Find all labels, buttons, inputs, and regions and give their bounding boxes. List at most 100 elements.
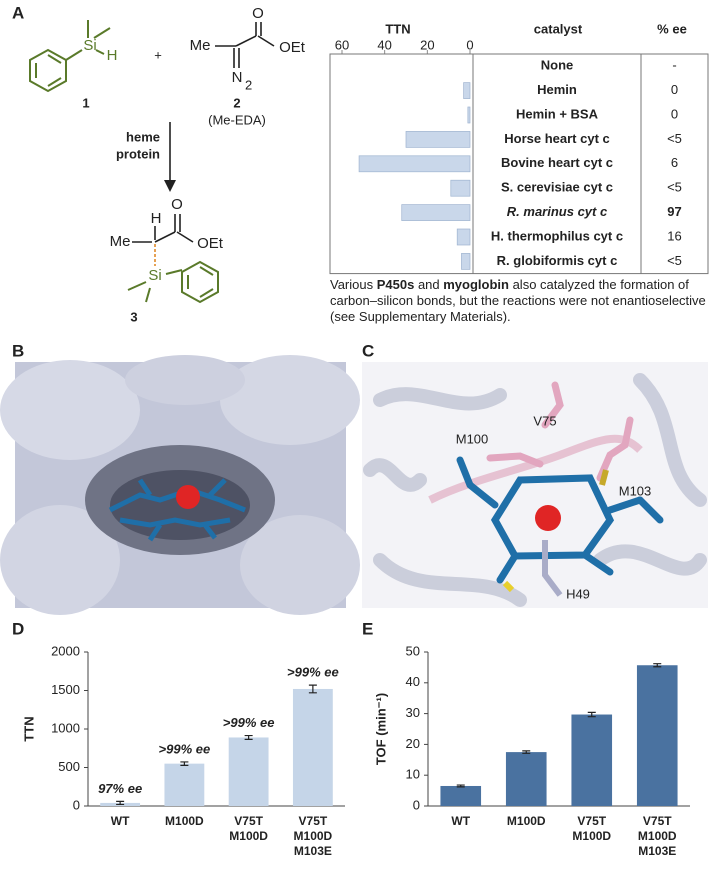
atom-label: H (107, 47, 118, 64)
x-tick-label: V75T M100D M103E (637, 814, 677, 858)
table-frame (329, 53, 709, 275)
ee-value: <5 (667, 180, 682, 195)
ee-value: - (672, 58, 676, 73)
bar (467, 106, 471, 124)
compound-number: 1 (82, 95, 89, 110)
ee-value: 97 (667, 204, 681, 219)
x-tick-label: WT (451, 814, 471, 828)
atom-label: O (252, 5, 264, 22)
y-tick-label: 40 (406, 674, 420, 689)
atom-label: O (171, 196, 183, 213)
x-tick-label: 20 (420, 37, 434, 52)
bar (463, 82, 471, 99)
category-label: Bovine heart cyt c (501, 155, 613, 170)
compound-1 (29, 20, 111, 93)
table-header: % ee (657, 21, 687, 36)
atom-label: Me (110, 233, 131, 250)
x-tick-label: M100D (506, 814, 546, 828)
ee-value: 0 (671, 82, 678, 97)
bar (571, 714, 613, 806)
residue-label: V75 (533, 413, 556, 428)
x-tick-label: 60 (335, 37, 349, 52)
category-label: None (541, 58, 574, 73)
surface-image (0, 355, 360, 615)
atom-label: Me (190, 37, 211, 54)
bar (505, 752, 547, 806)
compound-3 (127, 214, 219, 304)
x-tick-label: 40 (377, 37, 391, 52)
y-tick-label: 500 (58, 759, 80, 774)
compound-number: 3 (130, 309, 137, 324)
panel-label: E (362, 619, 373, 638)
residue-label: M103 (619, 483, 652, 498)
category-label: S. cerevisiae cyt c (501, 180, 613, 195)
error-bar (587, 711, 596, 718)
bar (636, 665, 678, 806)
category-label: R. globiformis cyt c (497, 253, 618, 268)
x-tick-label: WT (110, 814, 130, 828)
residue-label: H49 (566, 586, 590, 601)
bar (461, 253, 471, 270)
bar (358, 155, 471, 173)
cartoon-image (362, 362, 708, 608)
y-tick-label: 20 (406, 736, 420, 751)
ee-value: 6 (671, 155, 678, 170)
caption-part: also catalyzed the formation of carbon–s… (330, 277, 706, 324)
y-tick-label: 30 (406, 705, 420, 720)
panel-label: A (12, 3, 24, 22)
ee-value: <5 (667, 253, 682, 268)
bar (228, 737, 269, 806)
error-bar (116, 800, 125, 806)
bar (292, 688, 333, 806)
x-tick-label: V75T M100D (229, 814, 268, 843)
category-label: Hemin (537, 82, 577, 97)
annotation: >99% ee (287, 665, 339, 680)
bar (450, 179, 471, 197)
panel-label: D (12, 619, 24, 638)
compound-2 (215, 22, 275, 68)
error-bar (522, 750, 531, 754)
error-bar (456, 784, 465, 788)
category-label: Horse heart cyt c (504, 131, 610, 146)
atom-label: N (232, 69, 243, 86)
chart-title: TTN (385, 21, 410, 36)
residue-label: M100 (456, 431, 489, 446)
error-bar (244, 734, 253, 740)
panel-label: C (362, 341, 374, 360)
error-bar (180, 761, 189, 766)
y-tick-label: 10 (406, 767, 420, 782)
y-tick-label: 0 (413, 797, 420, 812)
y-axis-label: TTN (21, 716, 36, 741)
category-label: R. marinus cyt c (507, 204, 608, 219)
bar (405, 131, 471, 148)
bar (401, 204, 471, 221)
annotation: 97% ee (98, 781, 142, 796)
x-tick-label: 0 (466, 37, 473, 52)
atom-label: OEt (197, 235, 224, 252)
caption-part: Various (330, 277, 377, 292)
y-tick-label: 1500 (51, 682, 80, 697)
caption-part: P450s (376, 277, 415, 292)
x-tick-label: V75T M100D M103E (293, 814, 333, 858)
caption-part: and (414, 277, 444, 292)
bar (456, 228, 471, 246)
ee-value: 16 (667, 228, 681, 243)
compound-number: 2 (233, 95, 240, 110)
category-label: H. thermophilus cyt c (491, 228, 623, 243)
panel-label: B (12, 341, 24, 360)
x-tick-label: M100D (165, 814, 204, 828)
annotation: >99% ee (159, 741, 211, 756)
annotation: >99% ee (223, 715, 275, 730)
error-bar (653, 663, 662, 668)
category-label: Hemin + BSA (516, 106, 599, 121)
y-tick-label: 1000 (51, 720, 80, 735)
compound-name: (Me-EDA) (208, 112, 266, 127)
bar (164, 763, 205, 806)
ee-value: 0 (671, 106, 678, 121)
y-tick-label: 0 (73, 797, 80, 812)
plus-sign: + (154, 47, 162, 62)
atom-subscript: 2 (245, 77, 252, 92)
atom-label: Si (148, 267, 161, 284)
